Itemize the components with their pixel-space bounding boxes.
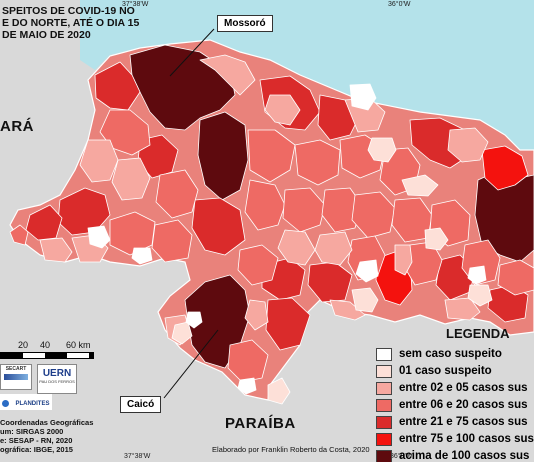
municipality-region [447,127,489,163]
municipality-region [191,197,246,256]
municipality-region [151,219,193,263]
municipality-region [237,377,257,395]
plandites-logo: PLANDITES [0,394,52,410]
scale-tick-20: 20 [18,340,29,350]
municipality-region [294,139,341,186]
legend-label: entre 75 e 100 casos sus [399,433,534,445]
scale-tick-60: 60 km [66,340,91,350]
municipality-region [481,145,529,191]
municipality-region [227,339,269,383]
municipality-region [247,129,296,183]
legend-label: acima de 100 casos sus [399,450,530,462]
legend-swatch [376,381,392,395]
municipality-region [467,284,493,307]
municipality-region [467,265,487,285]
legend-item: 01 caso suspeito [376,364,492,378]
municipality-region [99,109,151,156]
municipality-region [264,94,301,126]
municipality-region [111,157,151,201]
secart-logo-text: SECART [5,366,27,372]
municipality-region [394,244,413,276]
scale-bar [0,352,94,359]
globe-icon [2,400,9,407]
municipality-region [197,111,249,201]
municipality-region [237,244,279,286]
municipality-regions [9,44,534,405]
municipality-region [497,259,534,296]
legend-item: entre 75 e 100 casos sus [376,432,534,446]
municipality-region [244,179,286,231]
legend-item: acima de 100 casos sus [376,449,529,462]
legend-swatch [376,364,392,378]
metadata-line-1: Coordenadas Geográficas [0,418,94,427]
map-title-line-3: DE MAIO DE 2020 [2,29,91,41]
coord-bottom-left: 37°38'W [124,453,151,460]
municipality-region [351,287,379,313]
legend-swatch [376,398,392,412]
legend-label: 01 caso suspeito [399,365,492,377]
legend-label: entre 02 e 05 casos sus [399,382,528,394]
coord-top-left: 37°38'W [122,1,149,8]
coord-bottom-right: 36°0'W [390,453,413,460]
metadata-line-4: ográfica: IBGE, 2015 [0,445,73,454]
municipality-region [155,169,199,219]
uern-logo-text: UERN [42,368,72,379]
legend-swatch [376,415,392,429]
legend-label: entre 21 e 75 casos sus [399,416,528,428]
plandites-logo-text: PLANDITES [15,401,50,407]
scale-tick-40: 40 [40,340,51,350]
credit-text: Elaborado por Franklin Roberto da Costa,… [212,445,370,454]
legend-title: LEGENDA [446,326,510,341]
municipality-region [39,237,73,263]
legend-item: entre 21 e 75 casos sus [376,415,528,429]
municipality-region [185,311,203,329]
municipality-region [244,299,269,331]
municipality-region [444,297,481,321]
municipality-region [367,137,397,163]
paraiba-label: PARAÍBA [225,415,296,432]
municipality-region [282,187,326,233]
municipality-region [9,224,29,246]
municipality-region [401,174,439,197]
municipality-region [314,231,353,266]
legend-swatch [376,449,392,462]
uern-logo-sub: PAU DOS FERROS [39,379,75,384]
municipality-region [87,225,111,249]
municipality-region [267,377,291,405]
metadata-line-3: e: SESAP - RN, 2020 [0,436,73,445]
municipality-region [277,229,316,266]
uern-logo: UERN PAU DOS FERROS [37,364,77,394]
municipality-region [265,297,311,351]
metadata-line-2: um: SIRGAS 2000 [0,427,64,436]
municipality-region [355,259,379,283]
municipality-region [329,299,366,321]
ceara-label: ARÁ [0,118,34,135]
legend-item: entre 06 e 20 casos sus [376,398,528,412]
municipality-region [321,187,363,233]
municipality-region [79,139,119,183]
municipality-region [349,83,377,111]
mossoro-callout: Mossoró [217,15,273,32]
caico-callout: Caicó [120,396,162,413]
map-title-line-1: SPEITOS DE COVID-19 NO [2,5,135,17]
legend-swatch [376,432,392,446]
legend-label: sem caso suspeito [399,348,502,360]
municipality-region [351,191,396,239]
secart-logo: SECART [0,364,32,390]
municipality-region [131,247,153,265]
legend-item: sem caso suspeito [376,347,502,361]
legend-item: entre 02 e 05 casos sus [376,381,528,395]
legend-label: entre 06 e 20 casos sus [399,399,528,411]
municipality-region [424,227,449,251]
coord-top-right: 36°0'W [388,1,411,8]
legend-swatch [376,347,392,361]
municipality-region [94,61,141,111]
map-title-line-2: E DO NORTE, ATÉ O DIA 15 [2,17,140,29]
